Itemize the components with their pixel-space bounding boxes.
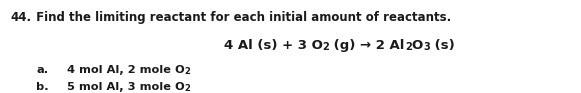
Text: (s): (s) (430, 39, 454, 52)
Text: 44.: 44. (10, 11, 31, 24)
Text: 3: 3 (423, 42, 430, 52)
Text: O: O (412, 39, 423, 52)
Text: 2: 2 (185, 84, 191, 93)
Text: 4 Al (s) + 3 O: 4 Al (s) + 3 O (224, 39, 322, 52)
Text: 5 mol Al, 3 mole O: 5 mol Al, 3 mole O (67, 82, 185, 92)
Text: (g) → 2 Al: (g) → 2 Al (329, 39, 405, 52)
Text: b.: b. (36, 82, 49, 92)
Text: Find the limiting reactant for each initial amount of reactants.: Find the limiting reactant for each init… (31, 11, 451, 24)
Text: a.: a. (36, 65, 48, 75)
Text: 2: 2 (185, 67, 191, 76)
Text: 4 mol Al, 2 mole O: 4 mol Al, 2 mole O (67, 65, 185, 75)
Text: 2: 2 (322, 42, 329, 52)
Text: 2: 2 (405, 42, 412, 52)
